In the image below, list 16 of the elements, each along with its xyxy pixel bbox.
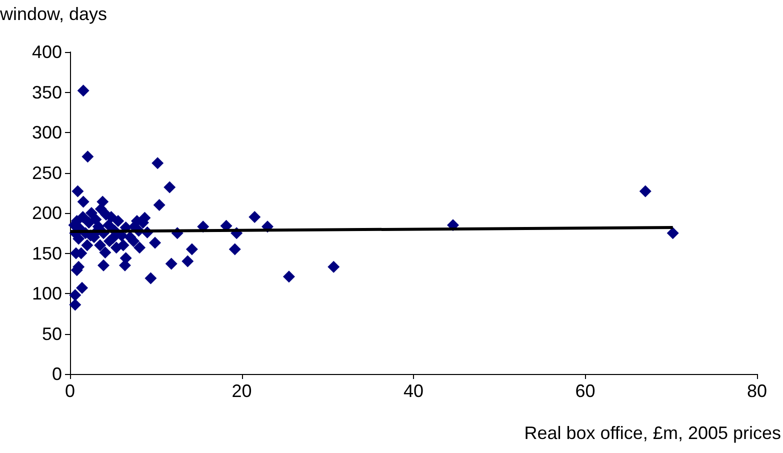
- y-tick-label: 50: [42, 324, 62, 344]
- x-tick-label: 80: [746, 381, 768, 401]
- y-tick-label: 100: [32, 284, 62, 304]
- y-tick-label: 0: [52, 364, 62, 384]
- x-tick-label: 20: [232, 381, 252, 401]
- x-tick-label: 40: [403, 381, 424, 401]
- y-tick-label: 200: [32, 203, 62, 223]
- y-tick-label: 150: [32, 243, 62, 264]
- y-tick-label: 400: [32, 42, 62, 62]
- x-tick-label: 60: [575, 381, 596, 401]
- x-axis-title: Real box office, £m, 2005 prices: [524, 423, 782, 443]
- x-tick-label: 0: [64, 381, 76, 401]
- y-tick-label: 250: [32, 162, 62, 183]
- y-tick-label: 350: [32, 82, 62, 102]
- y-axis-title: window, days: [0, 4, 108, 24]
- y-tick-label: 300: [32, 122, 62, 142]
